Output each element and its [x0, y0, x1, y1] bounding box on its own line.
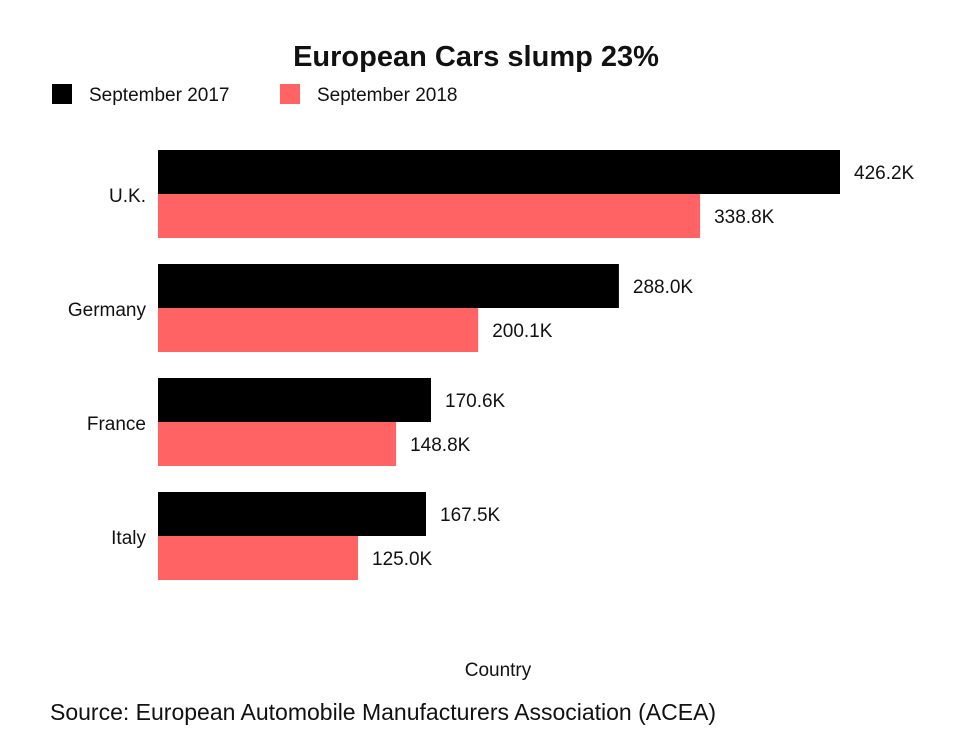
category-label-u-k: U.K.	[109, 186, 146, 207]
bar-u-k-september-2017	[158, 150, 840, 194]
legend-label-september-2017: September 2017	[89, 85, 230, 106]
bar-italy-september-2017	[158, 492, 426, 536]
value-label-u-k-september-2018: 338.8K	[714, 207, 775, 228]
category-label-france: France	[87, 414, 146, 435]
legend: September 2017 September 2018	[52, 84, 458, 106]
value-label-italy-september-2017: 167.5K	[440, 505, 501, 526]
value-label-u-k-september-2017: 426.2K	[854, 163, 915, 184]
legend-label-september-2018: September 2018	[317, 85, 458, 106]
source-note: Source: European Automobile Manufacturer…	[50, 699, 716, 725]
category-label-italy: Italy	[111, 528, 146, 549]
value-label-germany-september-2017: 288.0K	[633, 277, 694, 298]
bar-germany-september-2017	[158, 264, 619, 308]
value-label-italy-september-2018: 125.0K	[372, 549, 433, 570]
value-label-france-september-2017: 170.6K	[445, 391, 506, 412]
bar-u-k-september-2018	[158, 194, 701, 238]
bar-france-september-2018	[158, 422, 397, 466]
value-label-germany-september-2018: 200.1K	[492, 321, 553, 342]
x-axis-label: Country	[465, 660, 532, 681]
value-labels: 426.2K 338.8K 288.0K 200.1K 170.6K 148.8K 167.…	[372, 163, 915, 570]
legend-swatch-september-2017	[52, 84, 72, 104]
chart-title: European Cars slump 23%	[293, 41, 659, 73]
category-labels: U.K. Germany France Italy	[68, 186, 147, 549]
category-label-germany: Germany	[68, 300, 147, 321]
bar-france-september-2017	[158, 378, 431, 422]
bar-germany-september-2018	[158, 308, 479, 352]
legend-swatch-september-2018	[280, 84, 300, 104]
bar-italy-september-2018	[158, 536, 358, 580]
bars	[158, 150, 840, 580]
value-label-france-september-2018: 148.8K	[410, 435, 471, 456]
